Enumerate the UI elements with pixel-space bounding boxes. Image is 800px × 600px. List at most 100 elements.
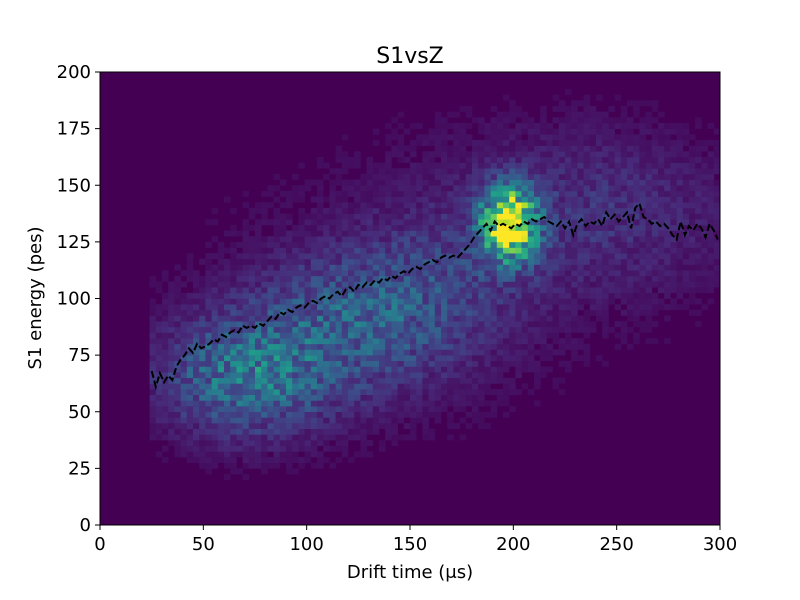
heatmap-bin <box>323 389 330 396</box>
heatmap-bin <box>713 213 721 220</box>
heatmap-bin <box>255 258 262 265</box>
heatmap-bin <box>447 281 454 288</box>
heatmap-bin <box>354 355 361 362</box>
heatmap-bin <box>472 162 479 169</box>
heatmap-bin <box>329 264 336 271</box>
heatmap-bin <box>304 338 312 345</box>
heatmap-bin <box>348 156 355 163</box>
heatmap-bin <box>620 168 628 175</box>
heatmap-bin <box>180 326 188 333</box>
heatmap-bin <box>261 434 268 441</box>
heatmap-bin <box>515 321 522 328</box>
heatmap-bin <box>354 253 361 260</box>
heatmap-bin <box>546 287 553 294</box>
heatmap-bin <box>577 338 584 345</box>
heatmap-bin <box>211 321 219 328</box>
heatmap-bin <box>428 428 436 435</box>
heatmap-bin <box>255 236 262 243</box>
heatmap-bin <box>354 315 361 322</box>
heatmap-bin <box>323 321 330 328</box>
heatmap-bin <box>459 139 467 146</box>
heatmap-bin <box>465 394 473 401</box>
heatmap-bin <box>217 394 225 401</box>
heatmap-bin <box>639 117 646 124</box>
heatmap-bin <box>527 315 535 322</box>
heatmap-bin <box>589 168 597 175</box>
heatmap-bin <box>298 292 305 299</box>
heatmap-bin <box>558 105 566 112</box>
heatmap-bin <box>540 264 547 271</box>
heatmap-bin <box>273 236 281 243</box>
heatmap-bin <box>292 338 299 345</box>
heatmap-bin <box>676 202 684 209</box>
heatmap-bin <box>298 224 305 231</box>
heatmap-bin <box>403 202 411 209</box>
heatmap-bin <box>633 190 640 197</box>
heatmap-bin <box>360 445 367 452</box>
heatmap-bin <box>385 343 392 350</box>
heatmap-bin <box>335 372 343 379</box>
heatmap-bin <box>199 258 206 265</box>
heatmap-bin <box>360 326 367 333</box>
heatmap-bin <box>385 185 392 192</box>
heatmap-bin <box>577 219 584 226</box>
heatmap-bin <box>348 372 355 379</box>
heatmap-bin <box>695 185 702 192</box>
heatmap-bin <box>323 309 330 316</box>
heatmap-bin <box>707 298 715 305</box>
heatmap-bin <box>422 326 429 333</box>
heatmap-bin <box>267 428 274 435</box>
heatmap-bin <box>199 275 206 282</box>
heatmap-bin <box>459 394 467 401</box>
heatmap-bin <box>583 224 591 231</box>
heatmap-bin <box>335 275 343 282</box>
heatmap-bin <box>217 372 225 379</box>
heatmap-bin <box>695 190 702 197</box>
heatmap-bin <box>261 457 268 464</box>
heatmap-bin <box>546 253 553 260</box>
heatmap-bin <box>695 173 702 180</box>
heatmap-bin <box>224 349 231 356</box>
heatmap-bin <box>180 338 188 345</box>
heatmap-bin <box>658 219 665 226</box>
heatmap-bin <box>459 389 467 396</box>
heatmap-bin <box>385 253 392 260</box>
heatmap-bin <box>354 349 361 356</box>
heatmap-bin <box>217 355 225 362</box>
heatmap-bin <box>304 417 312 424</box>
heatmap-bin <box>186 315 194 322</box>
heatmap-bin <box>180 389 188 396</box>
heatmap-bin <box>589 179 597 186</box>
heatmap-bin <box>205 457 212 464</box>
heatmap-bin <box>472 292 479 299</box>
heatmap-bin <box>273 287 281 294</box>
heatmap-bin <box>552 270 560 277</box>
heatmap-bin <box>193 417 200 424</box>
heatmap-bin <box>193 394 200 401</box>
heatmap-bin <box>317 423 324 430</box>
heatmap-bin <box>286 292 293 299</box>
heatmap-bin <box>453 134 460 141</box>
heatmap-bin <box>292 394 299 401</box>
heatmap-bin <box>627 343 634 350</box>
heatmap-bin <box>707 139 715 146</box>
heatmap-bin <box>527 202 535 209</box>
heatmap-bin <box>261 355 268 362</box>
heatmap-bin <box>329 179 336 186</box>
heatmap-bin <box>391 389 398 396</box>
heatmap-bin <box>205 468 212 475</box>
y-tick-label: 125 <box>57 232 91 253</box>
heatmap-bin <box>527 292 535 299</box>
heatmap-bin <box>633 207 640 214</box>
heatmap-bin <box>689 230 696 237</box>
heatmap-bin <box>515 332 522 339</box>
heatmap-bin <box>329 406 336 413</box>
heatmap-bin <box>682 247 690 254</box>
heatmap-bin <box>627 156 634 163</box>
heatmap-bin <box>354 292 361 299</box>
heatmap-bin <box>459 366 467 373</box>
heatmap-bin <box>565 281 572 288</box>
heatmap-bin <box>472 219 479 226</box>
heatmap-bin <box>230 292 237 299</box>
heatmap-bin <box>695 253 702 260</box>
